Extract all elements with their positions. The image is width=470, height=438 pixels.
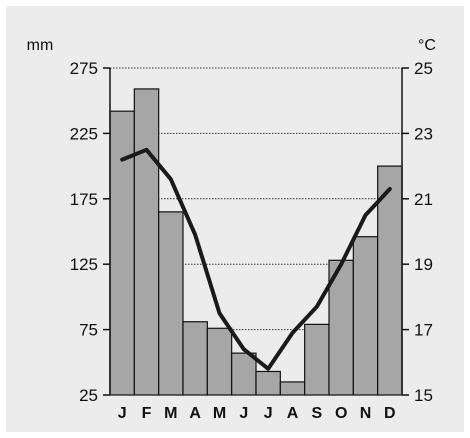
left-tick-label: 225: [70, 124, 98, 143]
axes: [103, 67, 409, 396]
precipitation-bars: [109, 88, 403, 396]
right-axis-unit: °C: [418, 37, 436, 54]
month-label: F: [142, 405, 152, 422]
left-tick-label: 275: [70, 59, 98, 78]
right-tick-label: 19: [414, 255, 433, 274]
precipitation-bar: [133, 88, 160, 396]
precipitation-bar: [279, 381, 306, 396]
right-tick-label: 17: [414, 321, 433, 340]
climate-chart: mm °C 25 75 125 175 225 275 15 17 19 21 23 25 J F M A M J…: [6, 6, 464, 432]
left-tick-label: 75: [79, 321, 98, 340]
precipitation-bar: [206, 327, 233, 396]
precipitation-bar: [304, 323, 330, 396]
right-tick-label: 25: [414, 59, 433, 78]
precipitation-bar: [255, 370, 281, 396]
left-tick-label: 125: [70, 255, 98, 274]
precipitation-bar: [231, 352, 257, 396]
right-tick-label: 23: [414, 124, 433, 143]
month-label: J: [118, 405, 127, 422]
month-label: A: [189, 405, 201, 422]
left-axis-unit: mm: [27, 37, 54, 54]
month-label: J: [264, 405, 273, 422]
precipitation-bar: [182, 321, 208, 396]
precipitation-bar: [158, 211, 184, 396]
precipitation-bar: [328, 259, 354, 396]
month-label: S: [311, 405, 322, 422]
temperature-line: [120, 147, 392, 371]
precipitation-bar: [352, 236, 379, 396]
month-label: O: [335, 405, 347, 422]
right-tick-label: 21: [414, 190, 433, 209]
temperature-line-group: [120, 147, 392, 371]
right-tick-label: 15: [414, 386, 433, 405]
month-label: A: [287, 405, 299, 422]
month-label: J: [239, 405, 248, 422]
left-tick-label: 25: [79, 386, 98, 405]
month-label: M: [164, 405, 177, 422]
month-label: D: [384, 405, 396, 422]
month-label: N: [360, 405, 372, 422]
precipitation-bar: [109, 110, 135, 396]
precipitation-bar: [377, 165, 403, 396]
left-tick-label: 175: [70, 190, 98, 209]
month-label: M: [213, 405, 226, 422]
